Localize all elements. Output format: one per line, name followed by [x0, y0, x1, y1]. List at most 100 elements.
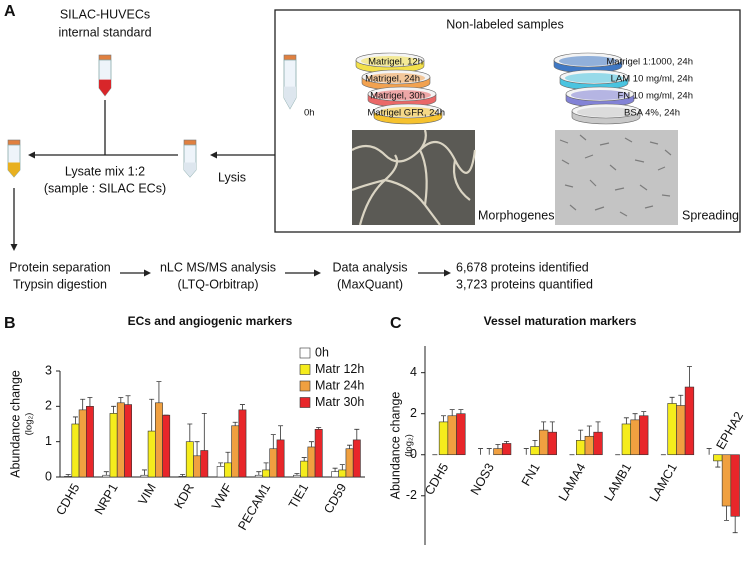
bar — [224, 462, 232, 478]
error-bar — [339, 464, 345, 470]
x-tick-label: FN1 — [519, 461, 543, 488]
x-tick-label: PECAM1 — [235, 481, 273, 533]
x-tick-label: NRP1 — [92, 481, 121, 517]
tube — [183, 139, 197, 178]
error-bar — [308, 441, 314, 447]
tube-cap — [7, 139, 21, 146]
error-bar — [541, 421, 547, 431]
step-text: 6,678 proteins identified — [456, 260, 589, 274]
bar — [293, 474, 301, 478]
arrowheads — [10, 151, 451, 277]
bar — [576, 440, 586, 456]
error-bar — [263, 462, 269, 470]
error-bar — [65, 474, 71, 477]
bar — [713, 454, 723, 462]
bar — [269, 448, 278, 478]
y-tick-label: 2 — [410, 406, 417, 420]
standard-text: internal standard — [58, 25, 151, 39]
image-label: Spreading — [682, 208, 739, 222]
error-bar — [623, 417, 629, 424]
dish-medium — [361, 56, 419, 66]
y-tick-label: 0 — [45, 469, 52, 483]
x-tick-label: CD59 — [321, 481, 349, 516]
y-tick-label: 1 — [45, 434, 52, 448]
error-bar — [578, 429, 584, 441]
bar — [102, 474, 111, 478]
x-tick-label: NOS3 — [468, 461, 497, 498]
morphogenesis-image — [351, 129, 477, 226]
error-bar — [478, 448, 484, 455]
bar — [331, 471, 339, 478]
bar — [193, 455, 201, 478]
tube-cap — [98, 54, 112, 61]
error-bar — [72, 416, 78, 424]
y-tick-label: 2 — [45, 399, 52, 413]
y-tick-label: 3 — [45, 363, 52, 377]
dish-medium — [379, 107, 437, 117]
error-bar — [669, 396, 675, 404]
bar — [684, 386, 695, 456]
bar — [254, 474, 263, 478]
bar — [593, 431, 603, 456]
error-bar — [354, 428, 360, 440]
bar — [216, 466, 225, 478]
legend-swatch — [299, 397, 311, 408]
bar — [438, 421, 449, 456]
error-bar — [678, 394, 684, 406]
bar — [493, 448, 503, 456]
bar — [676, 405, 686, 456]
error-bar — [441, 415, 447, 422]
tube — [98, 54, 112, 97]
error-bar — [156, 381, 162, 403]
x-tick-label: CDH5 — [422, 461, 451, 498]
error-bar — [194, 441, 200, 456]
samples-box — [274, 9, 741, 233]
legend-swatch — [299, 380, 311, 392]
bar — [639, 415, 649, 456]
x-tick-label: VWF — [209, 481, 235, 512]
bar — [238, 409, 247, 478]
dish-medium — [559, 56, 617, 66]
bar — [530, 446, 540, 456]
tube-tip — [8, 162, 20, 177]
y-axis-unit: (log₂) — [24, 413, 35, 436]
tube — [7, 139, 21, 178]
bar — [109, 413, 118, 478]
bar — [276, 439, 285, 478]
bar — [231, 425, 240, 478]
tube — [283, 54, 297, 110]
tube-cap — [283, 54, 297, 61]
x-tick-label: LAMC1 — [647, 461, 680, 504]
bar — [630, 419, 640, 456]
y-tick-label: -2 — [406, 488, 417, 502]
dish-medium — [565, 73, 623, 83]
error-bar — [218, 462, 224, 467]
error-bar — [504, 440, 510, 444]
x-tick-label: TIE1 — [286, 481, 311, 511]
bar — [721, 454, 732, 507]
error-bar — [632, 413, 638, 420]
bar — [300, 460, 309, 478]
bar — [124, 404, 132, 478]
chart-title: ECs and angiogenic markers — [128, 314, 293, 328]
error-bar — [111, 405, 117, 414]
error-bar — [103, 471, 109, 476]
error-bar — [523, 448, 529, 455]
bar — [338, 469, 347, 478]
dish-label: LAM 10 mg/ml, 24h — [611, 74, 693, 85]
bar — [352, 439, 361, 478]
error-bar — [723, 506, 729, 521]
bar — [162, 414, 171, 478]
connectors — [13, 100, 446, 274]
standard-text: SILAC-HUVECs — [60, 7, 150, 21]
tube-tip — [284, 86, 296, 109]
step-text: Trypsin digestion — [13, 277, 107, 291]
x-tick-label: LAMB1 — [602, 461, 635, 504]
bar — [185, 441, 194, 478]
error-bar — [301, 457, 307, 462]
legend-swatch — [299, 364, 311, 375]
error-bar — [256, 471, 262, 476]
bar — [538, 429, 549, 456]
x-tick-label: EPHA2 — [713, 409, 746, 452]
